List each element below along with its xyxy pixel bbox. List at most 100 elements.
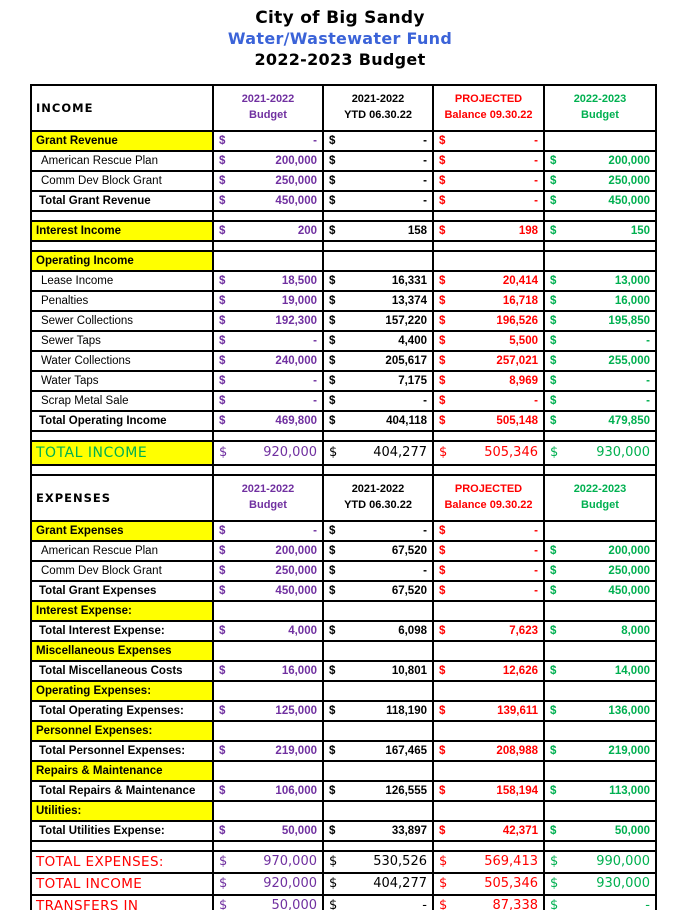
column-header-line1: 2021-2022 — [241, 93, 295, 106]
amount-cell-content: $990,000 — [546, 854, 654, 869]
amount-cell-content: $50,000 — [546, 825, 654, 837]
spacer-cell — [432, 839, 545, 852]
amount-cell: $920,000 — [212, 439, 324, 466]
currency-symbol: $ — [439, 564, 446, 577]
table-row: Total Grant Expenses $450,000 $67,520 $ - $45… — [30, 579, 657, 602]
currency-symbol: $ — [219, 414, 226, 427]
amount-cell: $13,374 — [322, 289, 434, 312]
amount-cell — [432, 719, 545, 742]
column-header-line2: Budget — [249, 498, 287, 511]
row-label: Lease Income — [30, 269, 214, 292]
amount-cell: $16,331 — [322, 269, 434, 292]
amount-cell-content: $450,000 — [215, 195, 321, 207]
amount-value: 479,850 — [608, 414, 650, 427]
amount-value: - — [423, 174, 427, 187]
currency-symbol: $ — [219, 334, 226, 347]
currency-symbol: $ — [439, 314, 446, 327]
row-label: Total Grant Revenue — [30, 189, 214, 212]
amount-cell — [212, 719, 324, 742]
currency-symbol: $ — [219, 898, 228, 910]
amount-cell — [212, 679, 324, 702]
amount-cell-content: $450,000 — [546, 585, 654, 597]
column-header-line2: Budget — [581, 108, 619, 121]
table-row: TOTAL INCOME $920,000 $404,277 $505,346 $930… — [30, 871, 657, 896]
table-row: Scrap Metal Sale $ - $ - $ - $ - — [30, 389, 657, 412]
amount-cell-content: $139,611 — [435, 704, 542, 717]
table-row: Penalties $19,000 $13,374 $16,718 $16,000 — [30, 289, 657, 312]
column-header-line1: 2021-2022 — [351, 93, 405, 106]
amount-value: 16,000 — [281, 664, 317, 677]
amount-cell-content: $16,718 — [435, 295, 542, 307]
table-row: Miscellaneous Expenses — [30, 639, 657, 662]
amount-value: 136,000 — [608, 704, 650, 717]
amount-cell: $450,000 — [212, 189, 324, 212]
amount-cell-content: $569,413 — [435, 854, 542, 870]
currency-symbol: $ — [329, 354, 336, 367]
amount-cell — [212, 249, 324, 272]
amount-value: - — [645, 898, 650, 910]
amount-value: 219,000 — [275, 744, 317, 757]
amount-cell: $67,520 — [322, 539, 434, 562]
currency-symbol: $ — [329, 154, 336, 167]
amount-value: - — [534, 134, 538, 147]
amount-cell: $200,000 — [543, 539, 657, 562]
amount-cell-content: $5,500 — [435, 335, 542, 347]
table-row: Water Collections $240,000 $205,617 $257,02… — [30, 349, 657, 372]
amount-cell: $5,500 — [432, 329, 545, 352]
amount-cell: $ - — [212, 369, 324, 392]
currency-symbol: $ — [219, 224, 226, 237]
amount-value: 13,374 — [391, 294, 427, 307]
amount-cell: $8,969 — [432, 369, 545, 392]
amount-cell-content: $205,617 — [325, 354, 431, 367]
row-label: Total Interest Expense: — [30, 619, 214, 642]
currency-symbol: $ — [439, 854, 448, 870]
amount-value: 139,611 — [497, 704, 538, 717]
amount-value: 920,000 — [263, 445, 317, 461]
row-label: Grant Expenses — [30, 519, 214, 542]
amount-cell-content: $8,969 — [435, 375, 542, 387]
amount-cell-content: $ - — [325, 525, 431, 537]
amount-cell — [322, 599, 434, 622]
amount-cell-content: $16,000 — [546, 295, 654, 307]
amount-cell — [543, 519, 657, 542]
amount-cell: $930,000 — [543, 871, 657, 896]
amount-value: - — [313, 334, 317, 347]
spacer-cell — [30, 209, 214, 222]
amount-value: 19,000 — [281, 294, 317, 307]
amount-cell: $6,098 — [322, 619, 434, 642]
currency-symbol: $ — [219, 624, 226, 637]
amount-cell-content: $113,000 — [546, 785, 654, 797]
currency-symbol: $ — [439, 704, 446, 717]
amount-cell: $530,526 — [322, 849, 434, 874]
amount-cell: $42,371 — [432, 819, 545, 842]
spacer-row — [30, 209, 657, 222]
amount-cell-content: $8,000 — [546, 624, 654, 637]
amount-cell: $240,000 — [212, 349, 324, 372]
table-row: Repairs & Maintenance — [30, 759, 657, 782]
amount-value: - — [646, 374, 650, 387]
table-row: Sewer Taps $ - $4,400 $5,500 $ - — [30, 329, 657, 352]
amount-cell: $ - — [543, 893, 657, 910]
amount-cell-content: $150 — [546, 225, 654, 237]
currency-symbol: $ — [329, 414, 336, 427]
amount-cell: $ - — [543, 329, 657, 352]
row-label: Interest Expense: — [30, 599, 214, 622]
amount-cell-content: $930,000 — [546, 445, 654, 460]
amount-cell: $920,000 — [212, 871, 324, 896]
amount-value: 450,000 — [275, 584, 317, 597]
amount-cell: $ - — [432, 519, 545, 542]
amount-value: 250,000 — [608, 174, 650, 187]
amount-cell-content: $192,300 — [215, 315, 321, 327]
amount-cell-content: $920,000 — [215, 445, 321, 461]
amount-value: 469,800 — [275, 414, 317, 427]
row-label: Water Taps — [30, 369, 214, 392]
spacer-cell — [543, 209, 657, 222]
amount-cell: $157,220 — [322, 309, 434, 332]
table-row: TOTAL INCOME $920,000 $404,277 $505,346 $930… — [30, 439, 657, 466]
amount-cell: $250,000 — [212, 169, 324, 192]
amount-cell-content: $200,000 — [546, 155, 654, 167]
amount-value: 8,000 — [621, 624, 650, 637]
amount-cell: $16,000 — [543, 289, 657, 312]
column-header-line2: Budget — [249, 108, 287, 121]
amount-cell: $200 — [212, 219, 324, 242]
